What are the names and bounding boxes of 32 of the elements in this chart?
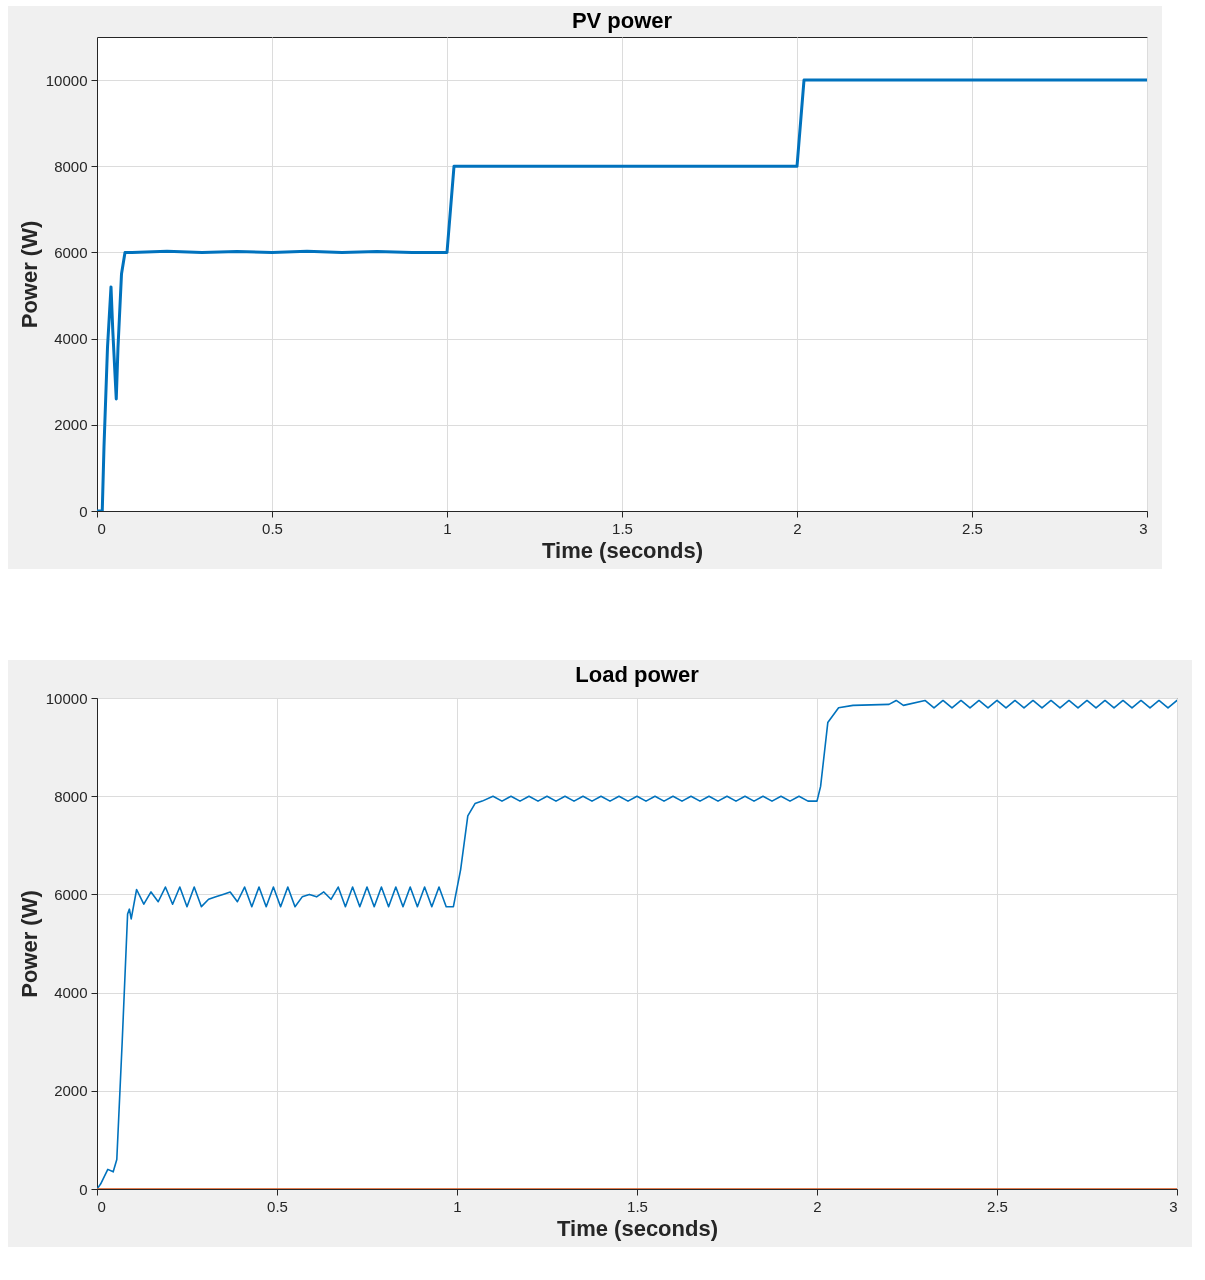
y-tick-label: 8000 — [54, 787, 88, 805]
x-tick-label: 2.5 — [962, 519, 983, 537]
y-tick-label: 2000 — [54, 416, 88, 434]
y-tick-label: 6000 — [54, 885, 88, 903]
x-axis-title: Time (seconds) — [557, 1215, 718, 1241]
y-axis-title: Power (W) — [16, 220, 42, 329]
x-tick-label: 1 — [443, 519, 452, 537]
y-tick-label: 4000 — [54, 984, 88, 1002]
y-axis-title: Power (W) — [16, 890, 42, 998]
x-tick-label: 3 — [1169, 1197, 1178, 1215]
x-tick-label: 0.5 — [267, 1197, 288, 1215]
x-tick-label: 0 — [97, 1197, 106, 1215]
x-tick-label: 1 — [453, 1197, 462, 1215]
y-tick-label: 4000 — [54, 330, 88, 348]
x-tick-label: 1.5 — [627, 1197, 648, 1215]
y-tick-label: 0 — [79, 1180, 88, 1198]
x-tick-label: 2 — [793, 519, 802, 537]
y-tick-label: 10000 — [45, 71, 88, 89]
x-tick-label: 0 — [97, 519, 106, 537]
y-tick-label: 0 — [79, 502, 88, 520]
x-tick-label: 0.5 — [262, 519, 283, 537]
y-tick-label: 6000 — [54, 243, 88, 261]
x-axis-title: Time (seconds) — [542, 537, 703, 563]
x-tick-label: 2 — [813, 1197, 822, 1215]
chart-title: Load power — [575, 662, 700, 687]
x-tick-label: 2.5 — [987, 1197, 1008, 1215]
y-tick-label: 10000 — [45, 689, 88, 707]
y-tick-label: 2000 — [54, 1082, 88, 1100]
x-tick-label: 3 — [1139, 519, 1148, 537]
y-tick-label: 8000 — [54, 157, 88, 175]
x-tick-label: 1.5 — [612, 519, 633, 537]
chart-title: PV power — [571, 8, 673, 33]
